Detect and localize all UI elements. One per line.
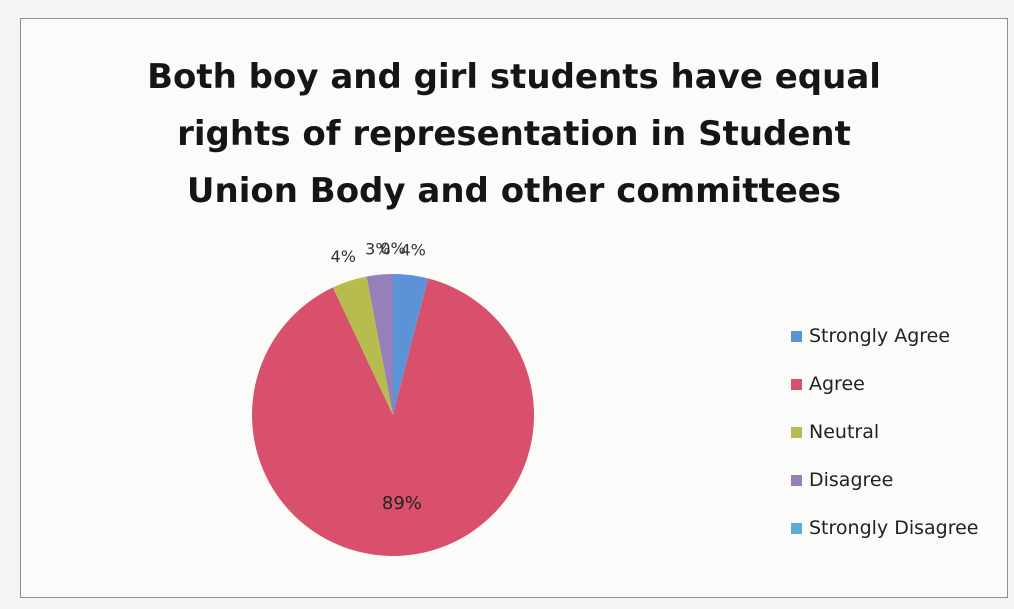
legend-item-strongly-disagree: Strongly Disagree bbox=[791, 504, 978, 552]
chart-title: Both boy and girl students have equal ri… bbox=[21, 49, 1007, 220]
legend-item-neutral: Neutral bbox=[791, 408, 978, 456]
data-label-agree: 89% bbox=[382, 493, 422, 514]
legend-swatch bbox=[791, 474, 802, 486]
data-label-disagree: 3% bbox=[365, 240, 390, 259]
legend-item-strongly-agree: Strongly Agree bbox=[791, 312, 978, 360]
legend-swatch bbox=[791, 426, 802, 438]
legend-swatch bbox=[791, 378, 802, 390]
legend-swatch bbox=[791, 330, 802, 342]
chart-legend: Strongly Agree Agree Neutral Disagree St… bbox=[791, 312, 978, 552]
legend-item-agree: Agree bbox=[791, 360, 978, 408]
legend-label: Agree bbox=[809, 373, 865, 395]
chart-title-line-2: rights of representation in Student bbox=[177, 114, 851, 154]
legend-label: Disagree bbox=[809, 469, 894, 491]
data-label-strongly-agree: 4% bbox=[400, 240, 425, 259]
chart-frame: Both boy and girl students have equal ri… bbox=[20, 18, 1008, 598]
data-label-strongly-disagree: 0% bbox=[380, 239, 405, 258]
pie-slice-agree bbox=[251, 278, 534, 556]
chart-title-line-1: Both boy and girl students have equal bbox=[147, 57, 881, 97]
legend-label: Neutral bbox=[809, 421, 880, 443]
chart-title-line-3: Union Body and other committees bbox=[186, 171, 842, 211]
legend-swatch bbox=[791, 522, 802, 534]
pie-slice-disagree bbox=[366, 274, 393, 415]
legend-label: Strongly Agree bbox=[809, 325, 951, 347]
legend-item-disagree: Disagree bbox=[791, 456, 978, 504]
data-label-neutral: 4% bbox=[331, 247, 356, 266]
pie-slice-neutral bbox=[332, 276, 393, 415]
pie-slice-strongly-agree bbox=[393, 274, 429, 415]
pie-chart: 4% 89% 4% 3%0% bbox=[251, 239, 534, 556]
legend-label: Strongly Disagree bbox=[809, 517, 979, 539]
